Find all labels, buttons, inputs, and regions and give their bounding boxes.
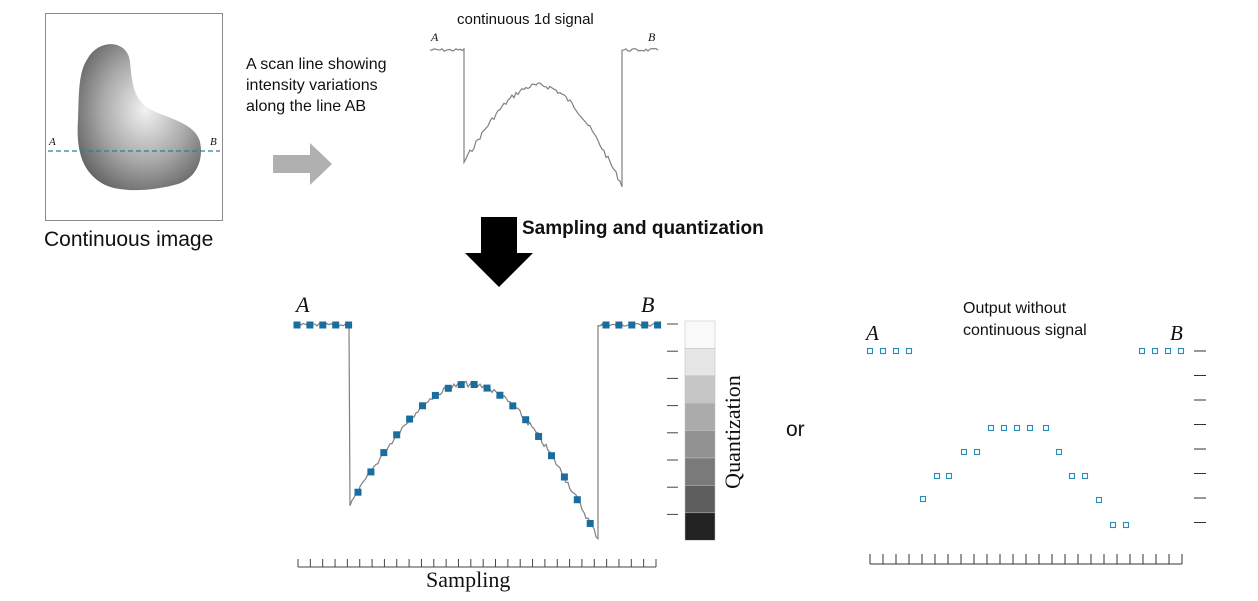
output-sample-point xyxy=(879,347,887,355)
output-sample-point xyxy=(945,472,953,480)
sample-point xyxy=(496,391,504,399)
output-sample-point xyxy=(1164,347,1172,355)
output-sample-point xyxy=(866,347,874,355)
sample-point xyxy=(641,321,649,329)
sample-point xyxy=(319,321,327,329)
continuous-image-caption: Continuous image xyxy=(44,228,214,251)
output-sample-point xyxy=(933,472,941,480)
continuous-signal-curve xyxy=(429,47,659,188)
output-sample-point xyxy=(960,448,968,456)
sample-point xyxy=(628,321,636,329)
output-point-a-label: A xyxy=(866,321,879,345)
output-sample-plot xyxy=(866,347,1206,565)
output-sample-point xyxy=(1151,347,1159,355)
or-label: or xyxy=(786,418,805,441)
output-sample-point xyxy=(905,347,913,355)
signal-point-a-label: A xyxy=(431,30,439,44)
sample-point xyxy=(332,321,340,329)
gray-level-swatch xyxy=(684,512,716,541)
scan-line-description: A scan line showing intensity variations… xyxy=(246,54,387,117)
image-point-a-label: A xyxy=(49,136,56,148)
output-sample-point xyxy=(1026,424,1034,432)
output-point-b-label: B xyxy=(1170,321,1183,345)
sample-point xyxy=(470,381,478,389)
gray-level-swatch xyxy=(684,402,716,431)
sample-point xyxy=(509,402,517,410)
gray-level-swatch xyxy=(684,320,716,349)
sample-point xyxy=(393,431,401,439)
scan-line-text-2: intensity variations xyxy=(246,77,378,94)
sampling-axis-label: Sampling xyxy=(426,567,511,592)
gray-level-swatch xyxy=(684,348,716,377)
sample-point xyxy=(293,321,301,329)
output-sample-point xyxy=(1000,424,1008,432)
sample-point xyxy=(380,449,388,457)
sample-point xyxy=(615,321,623,329)
sample-point xyxy=(483,384,491,392)
sampled-point-a-label: A xyxy=(296,292,310,317)
sample-point xyxy=(419,402,426,410)
sample-point xyxy=(654,321,662,329)
sample-point xyxy=(560,473,568,481)
sample-point xyxy=(354,488,362,496)
scan-line-text-1: A scan line showing xyxy=(246,56,387,73)
sample-point xyxy=(457,381,465,389)
output-sample-point xyxy=(1095,496,1103,504)
continuous-image xyxy=(48,44,220,191)
sample-point xyxy=(602,321,610,329)
output-sample-point xyxy=(1109,521,1117,529)
sample-point xyxy=(522,416,530,424)
output-sample-point xyxy=(1055,448,1063,456)
output-title-line-2: continuous signal xyxy=(963,322,1087,339)
gray-level-swatch xyxy=(684,485,716,514)
output-title-line-1: Output without xyxy=(963,300,1067,317)
sample-point xyxy=(306,321,314,329)
output-sample-point xyxy=(1013,424,1021,432)
sample-point xyxy=(431,391,439,399)
sampled-signal-plot xyxy=(293,320,716,568)
signal-plot-title: continuous 1d signal xyxy=(457,11,594,28)
output-sample-point xyxy=(1081,472,1089,480)
sampled-signal-curve xyxy=(294,322,661,541)
sample-point xyxy=(535,432,543,440)
gray-level-swatch xyxy=(684,457,716,486)
signal-point-b-label: B xyxy=(648,30,656,44)
quantization-axis-label: Quantization xyxy=(720,375,745,489)
output-sample-point xyxy=(1177,347,1185,355)
output-sample-point xyxy=(1122,521,1130,529)
image-point-b-label: B xyxy=(210,136,217,148)
output-sample-point xyxy=(919,495,927,503)
sample-point xyxy=(345,321,353,329)
sampled-point-b-label: B xyxy=(641,292,655,317)
process-label: Sampling and quantization xyxy=(522,218,764,239)
scan-line-text-3: along the line AB xyxy=(246,98,367,115)
continuous-signal-plot xyxy=(429,47,659,188)
sample-point xyxy=(548,452,555,460)
sample-point xyxy=(444,384,452,392)
continuous-image-shape xyxy=(77,44,202,191)
output-sample-point xyxy=(1138,347,1146,355)
sample-point xyxy=(406,415,414,423)
right-arrow-icon xyxy=(273,143,332,185)
output-sample-point xyxy=(1068,472,1076,480)
sample-point xyxy=(367,468,375,476)
output-plot-title: Output without continuous signal xyxy=(963,298,1087,342)
output-sample-point xyxy=(1042,424,1050,432)
output-sample-point xyxy=(987,424,995,432)
gray-level-swatch xyxy=(684,375,716,404)
sample-point xyxy=(586,519,594,527)
down-arrow-icon xyxy=(465,217,533,287)
gray-level-swatch xyxy=(684,430,716,459)
sample-point xyxy=(573,496,581,504)
output-sample-point xyxy=(973,448,981,456)
output-sample-point xyxy=(892,347,900,355)
